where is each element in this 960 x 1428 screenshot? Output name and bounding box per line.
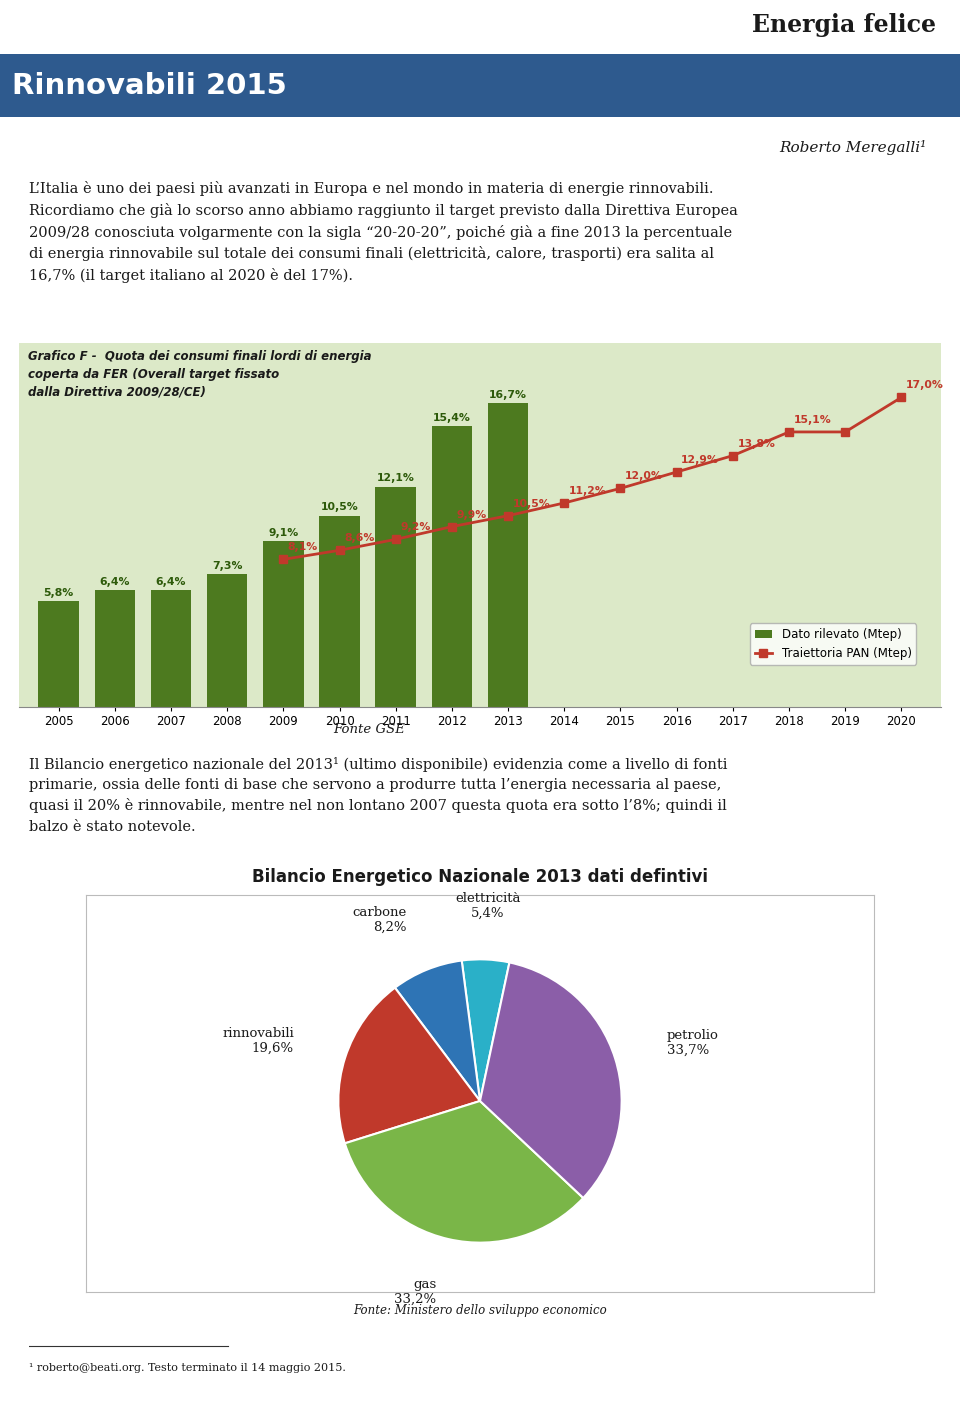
Bar — [263, 541, 303, 707]
Text: carbone
8,2%: carbone 8,2% — [352, 905, 406, 934]
Text: 8,6%: 8,6% — [344, 534, 374, 544]
Bar — [320, 516, 360, 707]
Bar — [207, 574, 248, 707]
Text: Fonte: Ministero dello sviluppo economico: Fonte: Ministero dello sviluppo economic… — [353, 1304, 607, 1318]
Text: 6,4%: 6,4% — [100, 577, 130, 587]
Wedge shape — [345, 1101, 584, 1242]
Text: 15,4%: 15,4% — [433, 413, 470, 423]
Text: 15,1%: 15,1% — [794, 416, 831, 426]
Text: 8,1%: 8,1% — [288, 543, 318, 553]
Text: 12,1%: 12,1% — [376, 473, 415, 483]
Wedge shape — [338, 988, 480, 1144]
Text: Il Bilancio energetico nazionale del 2013¹ (ultimo disponibile) evidenzia come a: Il Bilancio energetico nazionale del 201… — [29, 757, 728, 834]
Text: 10,5%: 10,5% — [321, 503, 358, 513]
Text: 12,0%: 12,0% — [625, 471, 662, 481]
Text: ¹ roberto@beati.org. Testo terminato il 14 maggio 2015.: ¹ roberto@beati.org. Testo terminato il … — [29, 1364, 346, 1374]
Text: 9,2%: 9,2% — [400, 523, 431, 533]
Bar — [94, 590, 135, 707]
Bar — [488, 403, 528, 707]
Text: Grafico F -  Quota dei consumi finali lordi di energia
coperta da FER (Overall t: Grafico F - Quota dei consumi finali lor… — [29, 350, 372, 398]
Text: Fonte GSE: Fonte GSE — [333, 723, 405, 737]
Bar — [432, 427, 472, 707]
Text: elettricità
5,4%: elettricità 5,4% — [455, 891, 520, 920]
Bar — [375, 487, 416, 707]
Text: 5,8%: 5,8% — [43, 588, 74, 598]
Text: 17,0%: 17,0% — [906, 380, 944, 390]
Text: 9,1%: 9,1% — [268, 528, 299, 538]
Text: gas
33,2%: gas 33,2% — [395, 1278, 437, 1305]
Wedge shape — [462, 960, 510, 1101]
Bar — [151, 590, 191, 707]
Text: 12,9%: 12,9% — [682, 456, 719, 466]
Text: petrolio
33,7%: petrolio 33,7% — [666, 1028, 718, 1057]
Text: 6,4%: 6,4% — [156, 577, 186, 587]
Text: Rinnovabili 2015: Rinnovabili 2015 — [12, 71, 286, 100]
Text: Roberto Meregalli¹: Roberto Meregalli¹ — [780, 140, 926, 156]
Text: 16,7%: 16,7% — [489, 390, 527, 400]
Title: Bilancio Energetico Nazionale 2013 dati defintivi: Bilancio Energetico Nazionale 2013 dati … — [252, 868, 708, 885]
Text: Energia felice: Energia felice — [752, 13, 936, 37]
Text: 9,9%: 9,9% — [456, 510, 487, 520]
Bar — [38, 601, 79, 707]
Text: 10,5%: 10,5% — [513, 498, 550, 508]
Text: L’Italia è uno dei paesi più avanzati in Europa e nel mondo in materia di energi: L’Italia è uno dei paesi più avanzati in… — [29, 181, 737, 283]
Wedge shape — [480, 962, 622, 1198]
Legend: Dato rilevato (Mtep), Traiettoria PAN (Mtep): Dato rilevato (Mtep), Traiettoria PAN (M… — [750, 623, 917, 664]
FancyBboxPatch shape — [0, 54, 960, 117]
Text: rinnovabili
19,6%: rinnovabili 19,6% — [222, 1027, 294, 1055]
Text: 13,8%: 13,8% — [737, 438, 776, 448]
Text: 7,3%: 7,3% — [212, 561, 242, 571]
Wedge shape — [395, 961, 480, 1101]
Text: 11,2%: 11,2% — [568, 486, 607, 496]
